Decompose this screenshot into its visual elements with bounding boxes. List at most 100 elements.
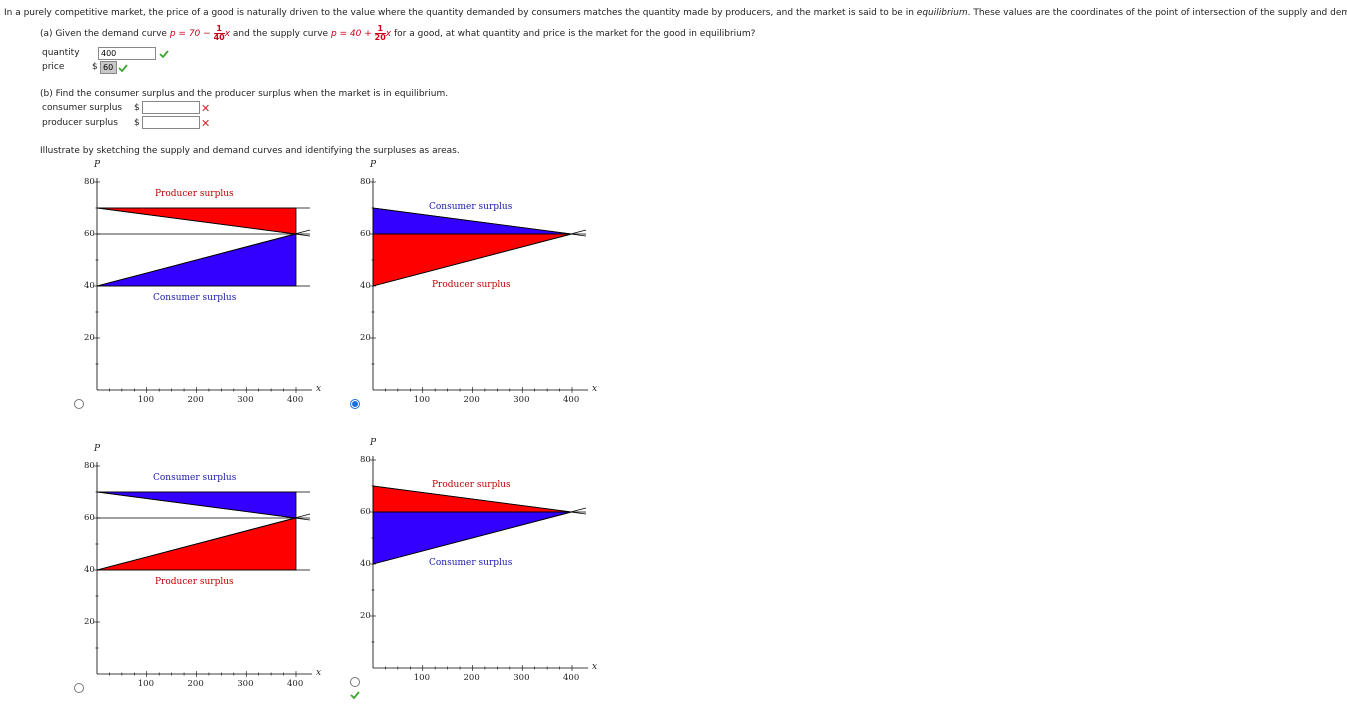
graph-3-x-axis-label: x — [316, 668, 322, 678]
graph-4-x-tick-label: 400 — [563, 673, 580, 683]
graph-3-x-tick-label: 100 — [137, 679, 154, 689]
graph-4-x-tick-label: 100 — [413, 673, 430, 683]
graph-1-y-tick-label: 40 — [84, 281, 95, 291]
demand-numerator: 1 — [213, 25, 225, 34]
consumer-surplus-dollar: $ — [134, 103, 140, 113]
graph-3-y-tick-label: 40 — [84, 565, 95, 575]
graph-1-lower-label: Consumer surplus — [153, 293, 237, 303]
graph-3-x-tick-label: 200 — [187, 679, 204, 689]
graph-4-y-axis-label: P — [370, 438, 377, 448]
quantity-correct-icon — [159, 50, 169, 58]
part-b-question: (b) Find the consumer surplus and the pr… — [40, 89, 449, 99]
graph-4-lower-label: Consumer surplus — [429, 558, 513, 568]
graph-2-x-axis-label: x — [592, 384, 598, 394]
graph-3-y-axis-label: P — [94, 444, 101, 454]
graph-1-y-tick-label: 60 — [84, 229, 95, 239]
graph-2-y-tick-label: 60 — [360, 229, 371, 239]
graph-2-upper-label: Consumer surplus — [429, 202, 513, 212]
graph-3-x-tick-label: 400 — [287, 679, 304, 689]
graph-2-y-tick-label: 40 — [360, 281, 371, 291]
graph-4-y-tick-label: 80 — [360, 455, 371, 465]
graph-1-y-tick-label: 80 — [84, 177, 95, 187]
graph-3-y-tick-label: 20 — [84, 617, 95, 627]
price-input[interactable] — [100, 61, 117, 74]
graph-selection-correct-icon — [350, 691, 360, 699]
graph-2-x-tick-label: 300 — [513, 395, 530, 405]
part-a-mid: and the supply curve — [232, 29, 329, 39]
intro-text-part2: . These values are the coordinates of th… — [967, 8, 1347, 18]
graph-2-tick-marks — [370, 181, 573, 393]
graph-2-x-tick-label: 200 — [463, 395, 480, 405]
graph-3-x-tick-label: 300 — [237, 679, 254, 689]
intro-emphasis: equilibrium — [916, 8, 968, 18]
part-a-suffix: for a good, at what quantity and price i… — [394, 29, 756, 39]
graph-option-3-radio[interactable] — [74, 683, 84, 693]
price-dollar-sign: $ — [92, 62, 98, 72]
consumer-surplus-label: consumer surplus — [42, 103, 123, 113]
demand-equation-lhs: p = 70 − — [169, 29, 211, 39]
illustrate-instruction: Illustrate by sketching the supply and d… — [40, 146, 460, 156]
graph-4-y-tick-label: 20 — [360, 611, 371, 621]
supply-denominator: 20 — [374, 33, 386, 42]
graph-3-upper-label: Consumer surplus — [153, 473, 237, 483]
graph-4 — [372, 456, 588, 669]
demand-fraction: 1 40 — [213, 25, 225, 42]
part-a-question: (a) Given the demand curve p = 70 − 1 40 x… — [40, 25, 755, 42]
graph-3-tick-marks — [94, 465, 297, 677]
graph-2-y-tick-label: 20 — [360, 333, 371, 343]
price-label: price — [42, 62, 65, 72]
graph-2-y-tick-label: 80 — [360, 177, 371, 187]
graph-2-lower-label: Producer surplus — [432, 280, 511, 290]
graph-3-lower-label: Producer surplus — [155, 577, 234, 587]
graph-1-x-tick-label: 200 — [187, 395, 204, 405]
consumer-surplus-input[interactable] — [142, 101, 200, 114]
supply-fraction: 1 20 — [374, 25, 386, 42]
graph-option-1-radio[interactable] — [74, 399, 84, 409]
graph-1-upper-label: Producer surplus — [155, 189, 234, 199]
consumer-surplus-wrong-icon: ✕ — [201, 102, 211, 115]
graph-1-x-axis-label: x — [316, 384, 322, 394]
graph-1-x-tick-label: 100 — [137, 395, 154, 405]
demand-variable: x — [224, 29, 231, 39]
price-correct-icon — [118, 64, 128, 72]
graph-2-y-axis-label: P — [370, 160, 377, 170]
graph-2-x-tick-label: 400 — [563, 395, 580, 405]
graph-1-tick-marks — [94, 181, 297, 393]
graph-1-y-tick-label: 20 — [84, 333, 95, 343]
graph-4-x-tick-label: 300 — [513, 673, 530, 683]
graph-4-x-axis-label: x — [592, 662, 598, 672]
graph-1-x-tick-label: 400 — [287, 395, 304, 405]
graph-3-y-tick-label: 80 — [84, 461, 95, 471]
demand-denominator: 40 — [213, 33, 225, 42]
graph-1-y-axis-label: P — [94, 160, 101, 170]
intro-text: In a purely competitive market, the pric… — [4, 8, 1347, 18]
graph-4-upper-label: Producer surplus — [432, 480, 511, 490]
graph-3-y-tick-label: 60 — [84, 513, 95, 523]
graph-2 — [372, 178, 588, 391]
producer-surplus-dollar: $ — [134, 118, 140, 128]
graph-1 — [96, 178, 312, 391]
part-a-prefix: (a) Given the demand curve — [40, 29, 167, 39]
graph-4-y-tick-label: 40 — [360, 559, 371, 569]
producer-surplus-input[interactable] — [142, 116, 200, 129]
graph-4-x-tick-label: 200 — [463, 673, 480, 683]
graph-1-x-tick-label: 300 — [237, 395, 254, 405]
intro-text-part1: In a purely competitive market, the pric… — [4, 8, 917, 18]
graph-2-x-tick-label: 100 — [413, 395, 430, 405]
graph-option-4-radio[interactable] — [350, 677, 360, 687]
graph-4-tick-marks — [370, 459, 573, 671]
quantity-label: quantity — [42, 48, 80, 58]
quantity-input[interactable] — [98, 47, 156, 60]
graph-4-y-tick-label: 60 — [360, 507, 371, 517]
supply-numerator: 1 — [374, 25, 386, 34]
supply-variable: x — [385, 29, 392, 39]
producer-surplus-wrong-icon: ✕ — [201, 117, 211, 130]
producer-surplus-label: producer surplus — [42, 118, 118, 128]
supply-equation-lhs: p = 40 + — [330, 29, 372, 39]
graph-3 — [96, 462, 312, 675]
graph-option-2-radio[interactable] — [350, 399, 360, 409]
